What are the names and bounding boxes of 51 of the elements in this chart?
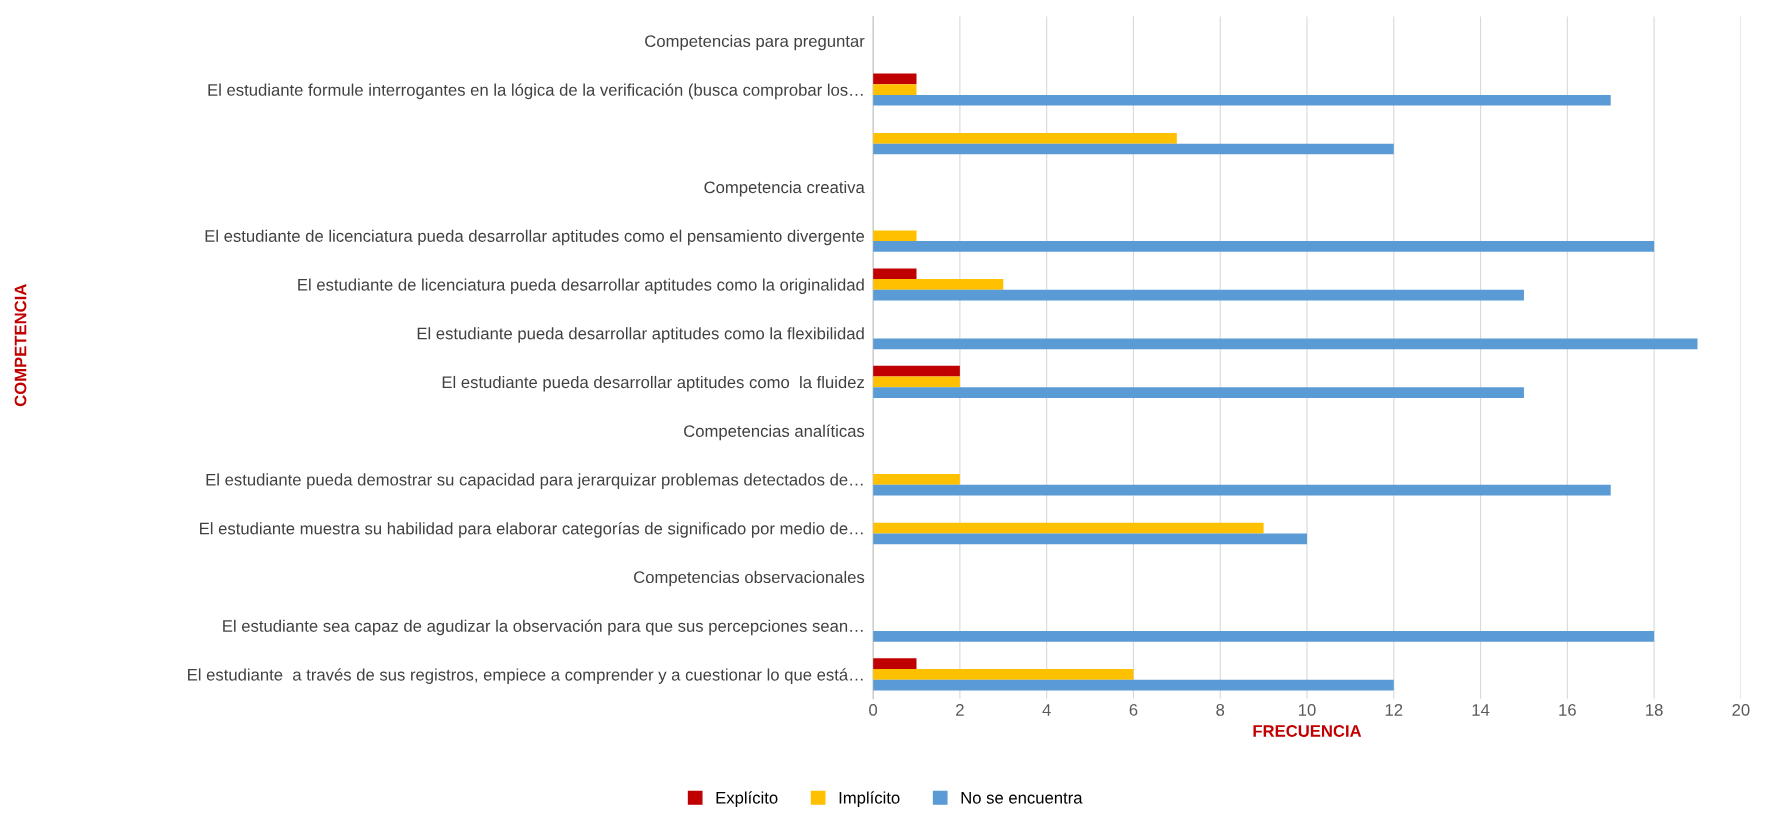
- bar: [873, 279, 1004, 290]
- x-axis-title: FRECUENCIA: [1253, 725, 1362, 737]
- x-tick-label: 12: [1385, 704, 1403, 716]
- x-tick-label: 6: [1129, 704, 1138, 716]
- bar: [873, 241, 1655, 252]
- bar: [873, 522, 1264, 534]
- y-tick-label: Competencias analíticas: [684, 424, 865, 441]
- bar: [873, 474, 960, 485]
- bar: [873, 268, 917, 280]
- x-tick-label: 2: [956, 704, 964, 716]
- bar: [873, 533, 1307, 545]
- bar: [873, 630, 1655, 642]
- bar: [873, 338, 1698, 350]
- x-tick-label: 4: [1042, 704, 1051, 716]
- bar: [873, 84, 917, 95]
- x-tick-label: 10: [1299, 704, 1316, 716]
- text: COMPETENCIA: [14, 284, 27, 407]
- y-tick-label: Competencias observacionales: [634, 570, 865, 587]
- y-tick-label: Competencias para preguntar: [645, 34, 865, 51]
- y-tick-label: El estudiante pueda desarrollar aptitudes como la flexibilidad: [417, 327, 864, 343]
- bar: [873, 289, 1524, 301]
- bar: [873, 668, 1134, 680]
- y-tick-label: El estudiante pueda demostrar su capacidad para jerarquizar problemas detectados de…: [206, 473, 863, 489]
- bar: [873, 132, 1177, 144]
- legend-label: No se encuentra: [961, 792, 1083, 804]
- bar: [873, 230, 917, 242]
- y-tick-label: El estudiante de licenciatura pueda desarrollar aptitudes como el pensamiento divergente: [205, 229, 865, 246]
- bar: [873, 658, 917, 669]
- y-tick-label: El estudiante a través de sus registros, empiece a comprender y a cuestionar lo que está…: [188, 668, 863, 684]
- x-tick-label: 18: [1646, 704, 1663, 716]
- bar: [873, 143, 1394, 155]
- y-tick-label: El estudiante muestra su habilidad para elaborar categorías de significado por medio de…: [200, 522, 863, 538]
- bar: [873, 387, 1524, 399]
- y-tick-label: El estudiante de licenciatura pueda desarrollar aptitudes como la originalidad: [298, 278, 864, 294]
- y-tick-label: El estudiante pueda desarrollar aptitudes como la fluidez: [442, 375, 864, 392]
- y-tick-label: Competencia creativa: [704, 180, 865, 197]
- y-tick-label: El estudiante sea capaz de agudizar la observación para que sus percepciones sean…: [223, 619, 863, 636]
- x-tick-label: 0: [869, 704, 878, 716]
- y-tick-label: El estudiante formule interrogantes en la lógica de la verificación (busca comprobar los…: [208, 83, 863, 100]
- x-tick-label: 16: [1559, 704, 1576, 716]
- x-tick-label: 14: [1472, 704, 1490, 716]
- x-tick-label: 20: [1732, 704, 1750, 716]
- bar: [873, 679, 1394, 691]
- bar: [873, 376, 960, 388]
- bar: [873, 484, 1611, 496]
- bar: [873, 73, 917, 85]
- bar: [873, 365, 960, 377]
- legend-label: Explícito: [716, 791, 778, 807]
- x-tick-label: 8: [1216, 704, 1225, 716]
- bar: [873, 94, 1611, 106]
- legend-label: Implícito: [839, 791, 900, 807]
